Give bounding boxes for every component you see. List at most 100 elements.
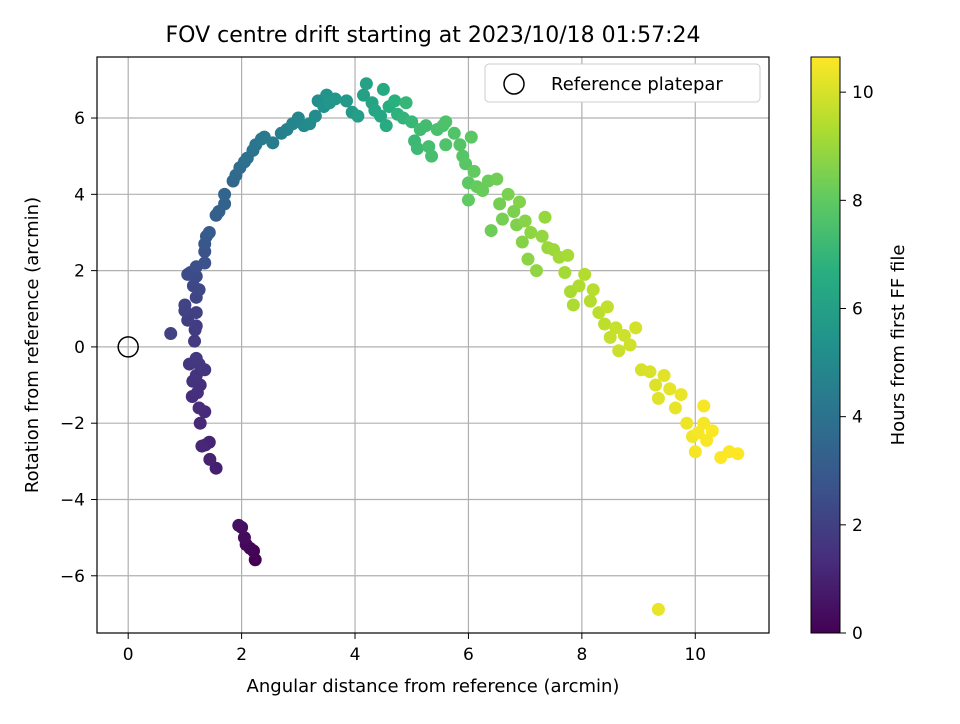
data-point — [515, 235, 529, 249]
colorbar-tick-label: 10 — [852, 83, 874, 103]
data-point — [700, 433, 714, 447]
legend-box — [484, 63, 761, 103]
data-point — [379, 119, 393, 133]
data-point — [603, 330, 617, 344]
data-point — [328, 92, 342, 106]
data-point — [453, 138, 467, 152]
data-point — [561, 248, 575, 262]
data-point — [419, 119, 433, 133]
data-point — [198, 256, 212, 270]
data-point — [484, 224, 498, 238]
colorbar-ticks: 0 2 4 6 8 10 — [840, 83, 874, 644]
data-point — [410, 142, 424, 156]
colorbar — [810, 56, 841, 634]
data-point — [376, 82, 390, 96]
data-point — [232, 518, 246, 532]
data-point — [572, 279, 586, 293]
data-point — [566, 298, 580, 312]
data-point — [521, 252, 535, 266]
data-point — [399, 96, 413, 110]
scatter-points — [164, 77, 745, 616]
data-point — [357, 88, 371, 102]
data-point — [600, 300, 614, 314]
legend-marker-icon — [503, 73, 525, 95]
y-tick-label: 6 — [74, 109, 85, 129]
data-point — [598, 317, 612, 331]
data-point — [617, 328, 631, 342]
x-tick-label: 8 — [576, 645, 587, 665]
data-point — [218, 197, 232, 211]
data-point — [674, 388, 688, 402]
y-axis-label: Rotation from reference (arcmin) — [22, 197, 43, 493]
data-point — [512, 195, 526, 209]
data-point — [189, 351, 203, 365]
x-tick-label: 0 — [123, 645, 134, 665]
data-point — [490, 172, 504, 186]
data-point — [649, 378, 663, 392]
data-point — [629, 321, 643, 335]
data-point — [529, 264, 543, 278]
data-point — [558, 266, 572, 280]
data-point — [266, 136, 280, 150]
data-point — [612, 344, 626, 358]
data-point — [188, 334, 202, 348]
grid-lines — [97, 57, 769, 633]
data-point — [340, 94, 354, 108]
data-point — [189, 306, 203, 320]
data-point — [524, 225, 538, 239]
data-point — [195, 439, 209, 453]
data-point — [359, 77, 373, 91]
data-point — [439, 115, 453, 129]
colorbar-tick-label: 8 — [852, 191, 863, 211]
data-point — [464, 130, 478, 144]
data-point — [178, 298, 192, 312]
y-axis-ticks: −6 −4 −2 0 2 4 6 — [60, 109, 97, 587]
data-point — [583, 294, 597, 308]
data-point — [680, 416, 694, 430]
data-point — [535, 229, 549, 243]
plot-frame — [96, 56, 770, 634]
x-axis-label: Angular distance from reference (arcmin) — [247, 676, 620, 697]
data-point — [203, 452, 217, 466]
data-point — [447, 126, 461, 140]
data-point — [459, 157, 473, 171]
data-point — [705, 424, 719, 438]
x-tick-label: 4 — [350, 645, 361, 665]
data-point — [663, 382, 677, 396]
colorbar-tick-label: 4 — [852, 408, 863, 428]
x-tick-label: 2 — [236, 645, 247, 665]
data-point — [609, 321, 623, 335]
data-point — [495, 212, 509, 226]
data-point — [651, 602, 665, 616]
data-point — [461, 193, 475, 207]
chart-title: FOV centre drift starting at 2023/10/18 … — [166, 23, 701, 48]
data-point — [237, 531, 251, 545]
data-point — [467, 164, 481, 178]
data-point — [218, 187, 232, 201]
data-point — [623, 338, 637, 352]
data-point — [374, 109, 388, 123]
y-tick-label: −2 — [60, 414, 85, 434]
data-point — [697, 416, 711, 430]
data-point — [388, 94, 402, 108]
legend: Reference platepar — [484, 63, 761, 103]
data-point — [688, 445, 702, 459]
y-tick-label: −6 — [60, 567, 85, 587]
colorbar-tick-label: 0 — [852, 624, 863, 644]
reference-platepar-marker — [117, 336, 139, 358]
data-point — [643, 365, 657, 379]
data-point — [501, 187, 515, 201]
legend-label: Reference platepar — [551, 74, 723, 95]
x-axis-ticks: 0 2 4 6 8 10 — [123, 633, 706, 665]
y-tick-label: 0 — [74, 338, 85, 358]
colorbar-label: Hours from first FF file — [888, 245, 909, 446]
data-point — [351, 109, 365, 123]
data-point — [657, 369, 671, 383]
colorbar-tick-label: 2 — [852, 516, 863, 536]
data-point — [586, 283, 600, 297]
data-point — [731, 447, 745, 461]
data-point — [493, 197, 507, 211]
data-point — [439, 138, 453, 152]
